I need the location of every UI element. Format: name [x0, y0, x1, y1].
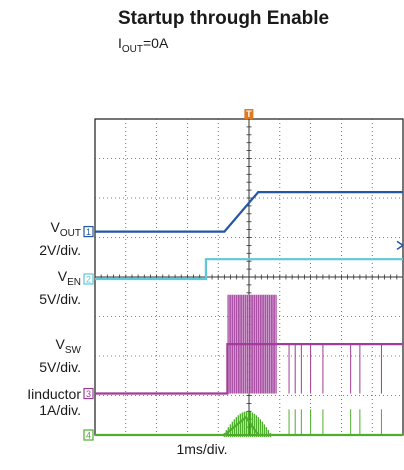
iinductor-label: Iinductor 1A/div. [27, 386, 81, 418]
chart-subtitle: IOUT=0A [118, 35, 169, 55]
trigger-marker-label: T [246, 109, 252, 119]
series-line-2 [95, 258, 403, 281]
ven-label: VEN 5V/div. [39, 268, 81, 307]
channel-marker-label: 3 [86, 389, 91, 399]
trigger-level-marker [396, 240, 404, 251]
channel-marker-label: 2 [86, 274, 91, 284]
channel-marker-4 [83, 429, 94, 441]
channel-marker-1 [83, 225, 94, 238]
channel-marker-label: 1 [86, 227, 91, 237]
chart-title: Startup through Enable [118, 8, 330, 29]
channel-marker-2 [83, 273, 94, 285]
series-line-3 [95, 343, 403, 395]
channel-marker-label: 4 [86, 431, 91, 441]
series-line-1 [95, 191, 403, 233]
trigger-marker [244, 109, 254, 119]
vsw-label: VSW 5V/div. [39, 336, 81, 375]
series-line-4 [95, 415, 403, 437]
channel-marker-3 [83, 387, 94, 400]
x-axis-label: 1ms/div. [176, 441, 228, 457]
vout-label: VOUT 2V/div. [39, 219, 81, 258]
